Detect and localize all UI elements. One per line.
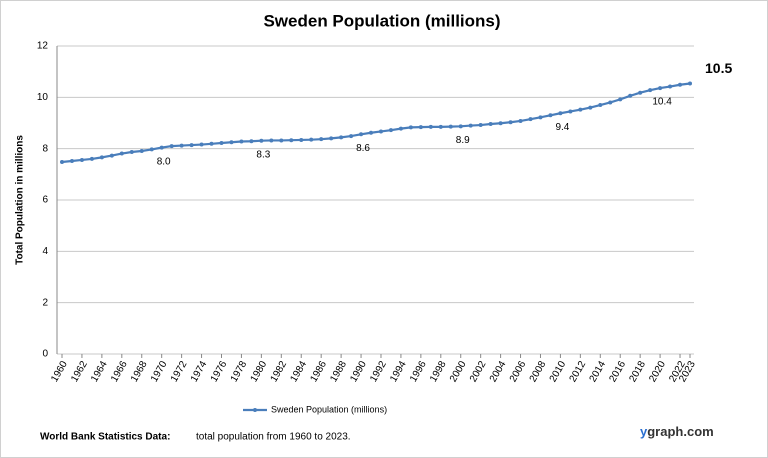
point bbox=[149, 147, 154, 152]
y-tick-label: 10 bbox=[37, 92, 49, 103]
point bbox=[628, 93, 633, 98]
point bbox=[199, 142, 204, 147]
series-line bbox=[61, 82, 691, 164]
point bbox=[279, 138, 284, 143]
point bbox=[578, 107, 583, 112]
point bbox=[418, 125, 423, 130]
point bbox=[209, 141, 214, 146]
point bbox=[558, 111, 563, 116]
data-label: 10.5 bbox=[705, 60, 732, 76]
point bbox=[398, 126, 403, 131]
data-label: 10.4 bbox=[652, 97, 672, 108]
y-tick-label: 6 bbox=[42, 195, 48, 206]
point bbox=[528, 117, 533, 122]
point bbox=[498, 121, 503, 126]
point bbox=[179, 143, 184, 148]
point bbox=[219, 141, 224, 146]
point bbox=[229, 140, 234, 145]
point bbox=[518, 118, 523, 123]
point bbox=[608, 100, 613, 105]
point bbox=[159, 145, 164, 150]
point bbox=[329, 136, 334, 141]
data-label: 8.3 bbox=[256, 149, 270, 160]
point bbox=[408, 125, 413, 130]
point bbox=[189, 143, 194, 148]
point bbox=[648, 88, 653, 93]
watermark-y: y bbox=[640, 424, 648, 439]
y-tick-label: 8 bbox=[42, 143, 48, 154]
point bbox=[478, 123, 483, 128]
point bbox=[319, 137, 324, 142]
note: total population from 1960 to 2023. bbox=[196, 432, 351, 443]
point bbox=[359, 132, 364, 137]
chart-title: Sweden Population (millions) bbox=[263, 11, 500, 30]
point bbox=[169, 144, 174, 149]
point bbox=[99, 155, 104, 160]
y-axis-label: Total Population in millions bbox=[15, 135, 26, 265]
watermark-rest: graph.com bbox=[647, 424, 713, 439]
point bbox=[369, 130, 374, 135]
point bbox=[299, 137, 304, 142]
data-label: 8.6 bbox=[356, 143, 370, 154]
point bbox=[548, 113, 553, 118]
point bbox=[339, 135, 344, 140]
y-tick-label: 12 bbox=[37, 41, 49, 52]
point bbox=[428, 124, 433, 129]
data-label: 8.9 bbox=[456, 135, 470, 146]
point bbox=[388, 128, 393, 133]
legend-label: Sweden Population (millions) bbox=[271, 404, 387, 414]
point bbox=[508, 120, 513, 125]
point bbox=[438, 124, 443, 129]
point bbox=[109, 153, 114, 158]
point bbox=[119, 151, 124, 156]
point bbox=[678, 82, 683, 87]
point bbox=[588, 105, 593, 110]
point bbox=[688, 81, 692, 86]
point bbox=[598, 103, 603, 108]
point bbox=[139, 148, 144, 153]
source: World Bank Statistics Data: bbox=[40, 432, 170, 443]
point bbox=[488, 122, 493, 127]
point bbox=[378, 129, 383, 134]
point bbox=[60, 160, 64, 165]
point bbox=[618, 97, 623, 102]
point bbox=[568, 109, 573, 114]
point bbox=[538, 115, 543, 120]
y-tick-label: 4 bbox=[42, 246, 48, 257]
point bbox=[129, 150, 134, 155]
data-label: 9.4 bbox=[555, 122, 569, 133]
data-label: 8.0 bbox=[157, 156, 171, 167]
point bbox=[668, 84, 673, 89]
point bbox=[249, 139, 254, 144]
point bbox=[349, 134, 354, 139]
point bbox=[468, 123, 473, 128]
legend-marker bbox=[253, 408, 257, 412]
point bbox=[69, 158, 74, 163]
point bbox=[259, 138, 264, 143]
point bbox=[269, 138, 274, 143]
point bbox=[309, 137, 314, 142]
y-tick-label: 0 bbox=[42, 349, 48, 360]
point bbox=[239, 139, 244, 144]
point bbox=[79, 157, 84, 162]
point bbox=[638, 90, 643, 95]
point bbox=[448, 124, 453, 129]
y-tick-label: 2 bbox=[42, 297, 48, 308]
watermark: ygraph.com bbox=[640, 424, 714, 439]
point bbox=[658, 86, 663, 91]
point bbox=[89, 156, 94, 161]
point bbox=[458, 124, 463, 129]
point bbox=[289, 138, 294, 143]
